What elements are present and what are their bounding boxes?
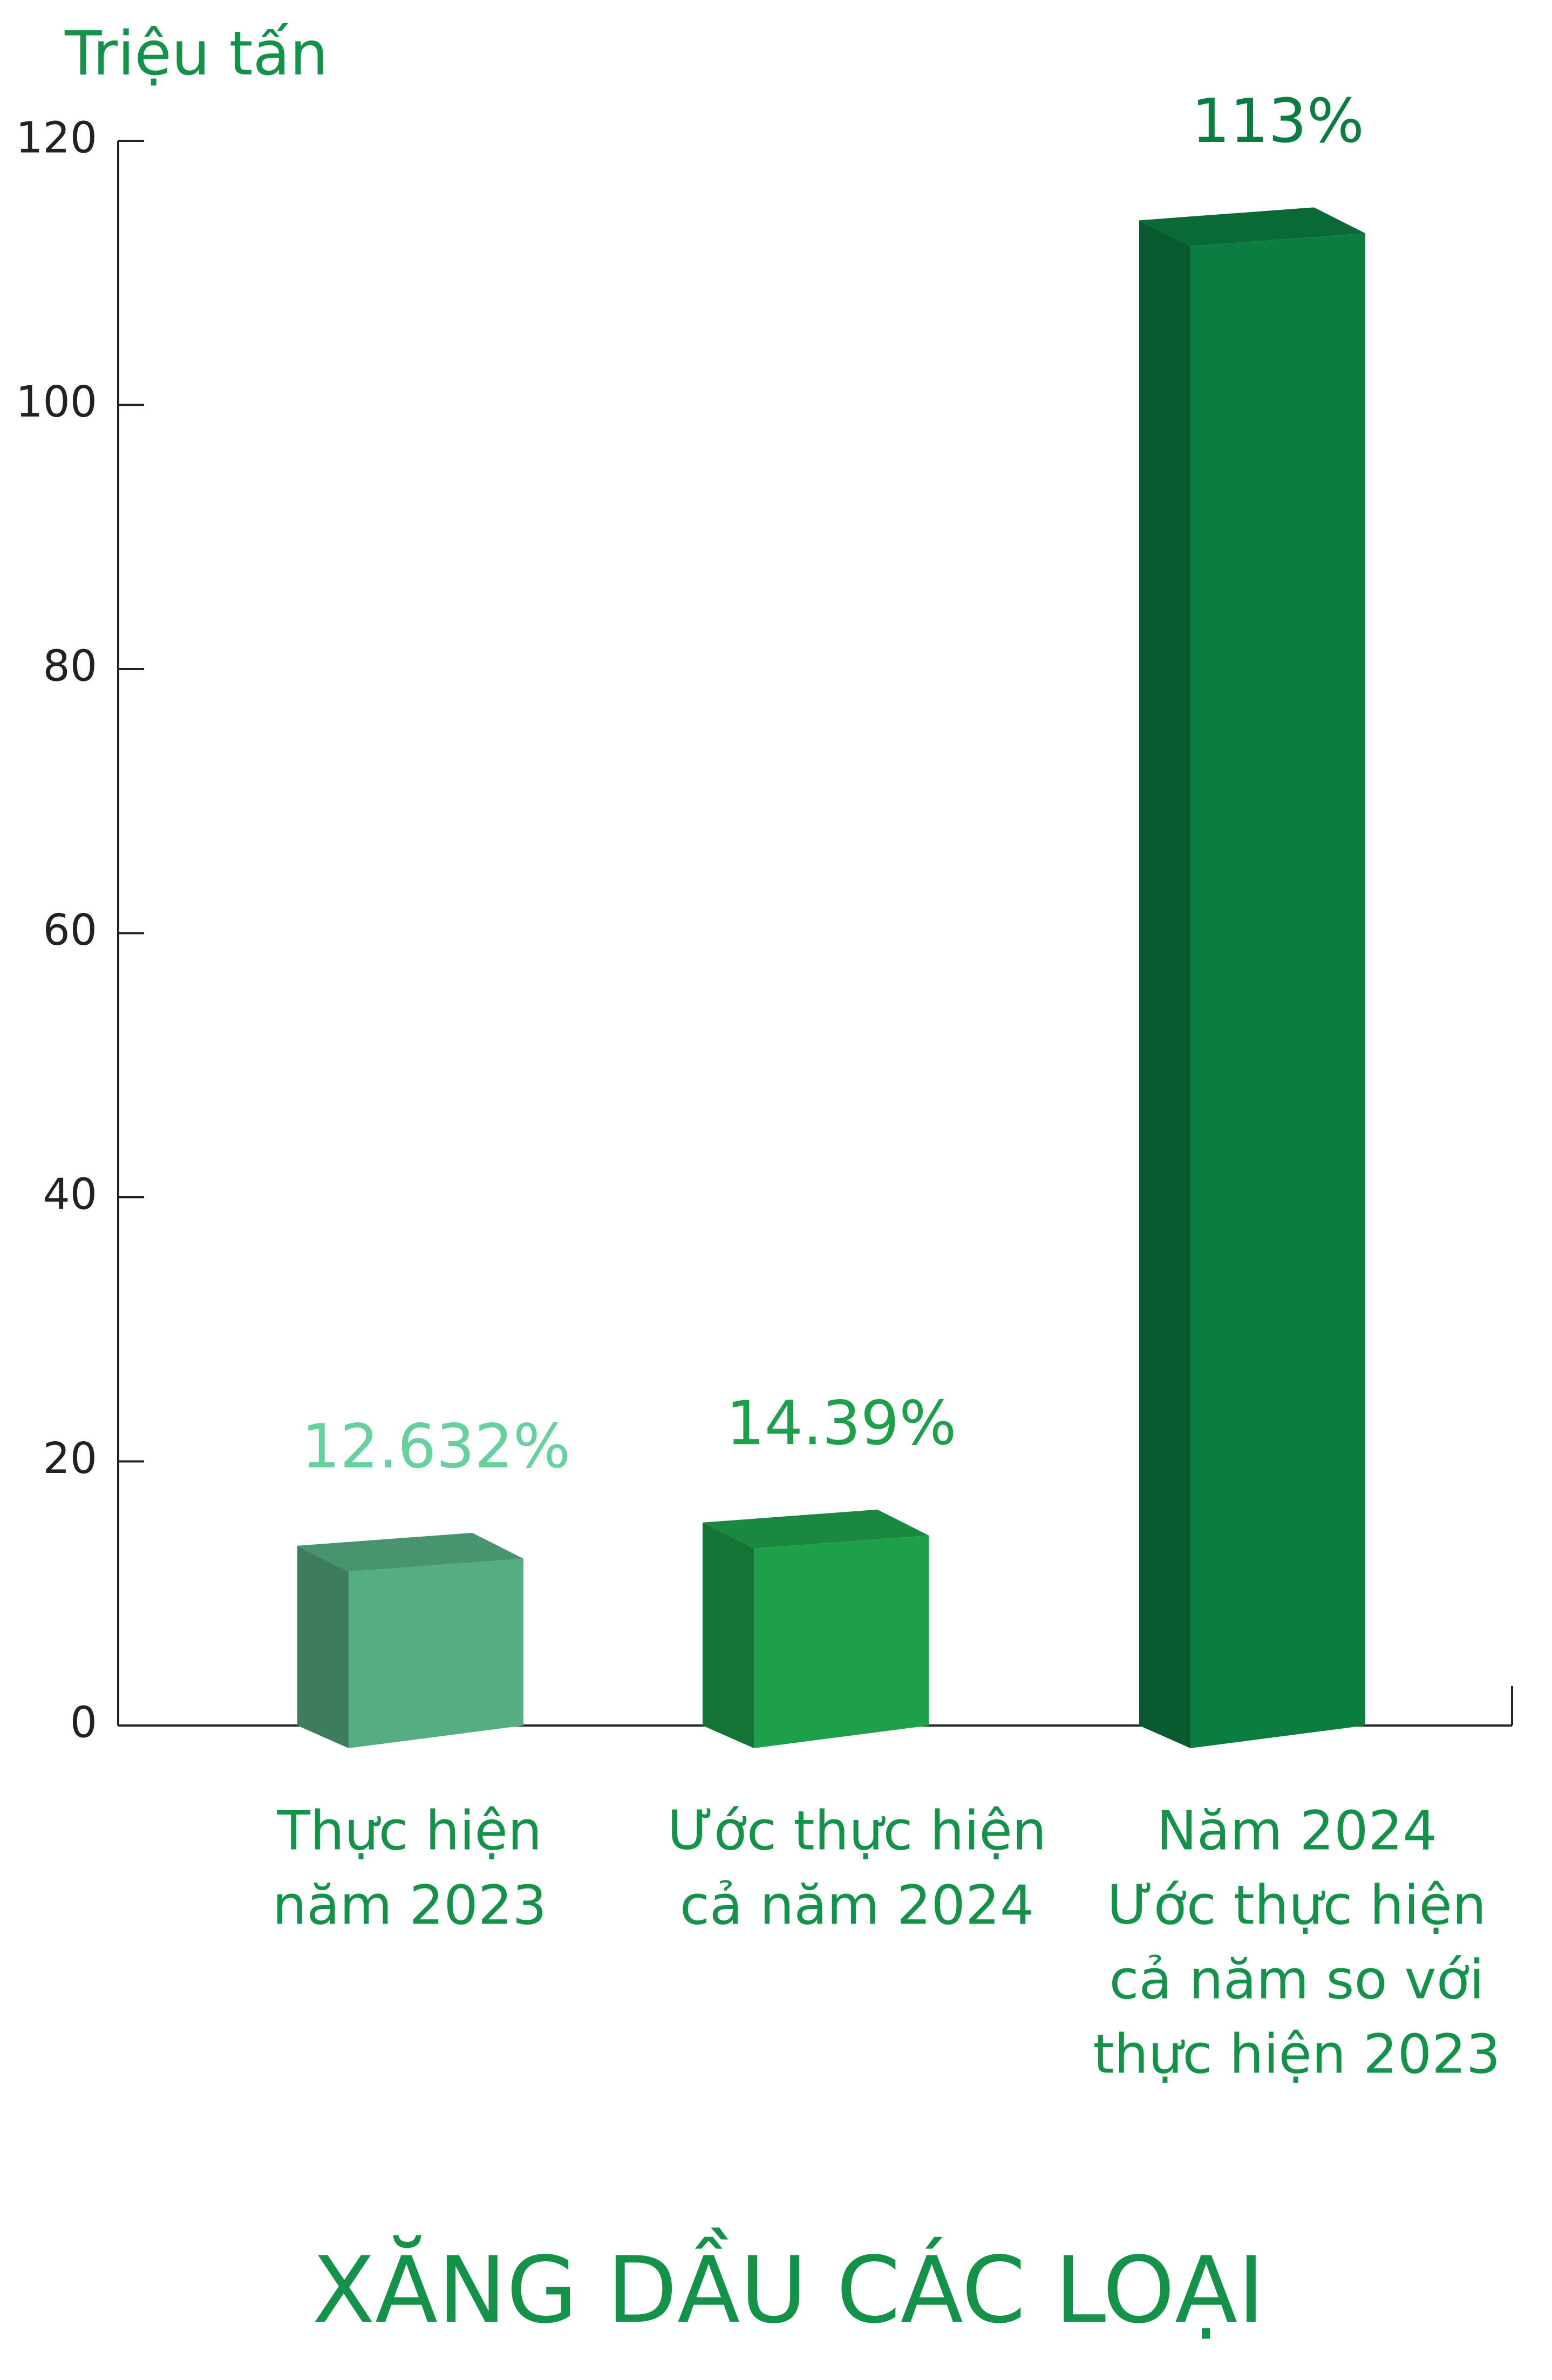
y-tick-label: 0 xyxy=(70,1697,97,1747)
x-tick-label: Thực hiện xyxy=(277,1799,542,1862)
y-tick-label: 20 xyxy=(43,1434,97,1483)
chart-title: XĂNG DẦU CÁC LOẠI xyxy=(312,2227,1265,2344)
value-label: 14.39% xyxy=(726,1389,956,1459)
x-tick-label: Ước thực hiện xyxy=(1107,1873,1487,1936)
bar-side xyxy=(703,1522,754,1748)
x-tick-label: cả năm so với xyxy=(1109,1948,1484,2011)
bar-top xyxy=(703,1509,929,1549)
bar-top xyxy=(297,1532,523,1572)
bar-side xyxy=(1139,220,1190,1749)
x-tick-label: Ước thực hiện xyxy=(668,1799,1047,1862)
bar xyxy=(349,1558,523,1748)
x-tick-label: Năm 2024 xyxy=(1156,1799,1437,1862)
y-axis-label: Triệu tấn xyxy=(64,19,328,89)
x-tick-label: năm 2023 xyxy=(273,1873,547,1936)
value-label: 113% xyxy=(1192,86,1364,156)
value-label: 12.632% xyxy=(302,1412,570,1482)
y-tick-label: 120 xyxy=(16,113,97,162)
x-tick-label: cả năm 2024 xyxy=(680,1873,1034,1936)
y-tick-label: 80 xyxy=(43,641,97,691)
y-tick-label: 60 xyxy=(43,905,97,955)
bar-top xyxy=(1139,207,1365,247)
bar xyxy=(754,1535,929,1748)
x-tick-label: thực hiện 2023 xyxy=(1093,2022,1500,2085)
y-tick-label: 40 xyxy=(43,1169,97,1219)
y-tick-label: 100 xyxy=(16,377,97,427)
bar-side xyxy=(297,1545,349,1748)
bar xyxy=(1190,233,1365,1749)
